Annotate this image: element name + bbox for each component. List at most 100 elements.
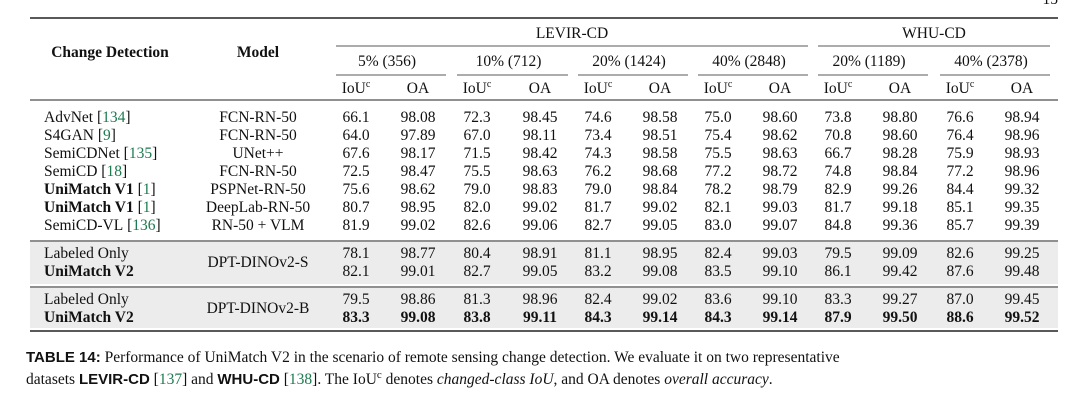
value-cell: 72.3 [463,109,490,126]
cite-bracket: ] [122,163,127,180]
value-cell: 76.4 [946,127,973,144]
caption-normal: ]. The IoU [312,371,377,388]
dataset-header: WHU-CD [902,25,966,42]
caption-cite: 138 [289,371,313,388]
cite-bracket: ] [125,109,130,126]
value-cell: 98.63 [763,145,798,162]
model-cell: FCN-RN-50 [219,127,297,144]
value-cell: 98.51 [643,127,678,144]
method-name: Labeled Only [44,245,129,262]
value-cell: 98.08 [401,109,436,126]
value-cell: 83.2 [584,263,611,280]
metric-base: OA [649,80,672,97]
metric-header: IoUc [342,79,371,97]
value-cell: 75.5 [463,163,490,180]
metric-base: OA [529,80,552,97]
caption-normal: Performance of UniMatch V2 in the scenar… [101,349,840,366]
value-cell: 98.77 [401,245,436,262]
value-cell: 99.10 [763,291,798,308]
value-cell: 98.72 [763,163,798,180]
value-cell: 99.03 [763,199,798,216]
value-cell: 82.1 [342,263,369,280]
metric-header: IoUc [946,79,975,97]
value-cell: 82.1 [704,199,731,216]
group-shade [30,242,1058,284]
value-cell: 81.7 [824,199,851,216]
caption-normal: ] and [182,371,217,388]
caption-bold: TABLE 14: [26,349,101,366]
method-cell: S4GAN [9] [44,127,116,144]
caption-bold: WHU-CD [217,371,280,388]
value-cell: 81.1 [584,245,611,262]
value-cell: 98.80 [883,109,918,126]
value-cell: 98.91 [523,245,558,262]
value-cell: 83.6 [704,291,731,308]
metric-sup: c [487,79,492,90]
value-cell: 98.68 [643,163,678,180]
value-cell: 98.84 [643,181,678,198]
header-cell: Change Detection [51,44,169,61]
value-cell: 99.03 [763,245,798,262]
value-cell: 80.4 [463,245,490,262]
value-cell: 82.7 [584,217,611,234]
metric-header: OA [769,80,792,97]
metric-header: OA [889,80,912,97]
value-cell: 83.3 [824,291,851,308]
value-cell: 75.5 [704,145,731,162]
value-cell: 74.6 [584,109,611,126]
method-name: UniMatch V2 [44,309,134,326]
caption-cite: 137 [159,371,183,388]
value-cell: 99.02 [401,217,436,234]
caption-normal: datasets [26,371,79,388]
value-cell: 99.42 [883,263,918,280]
value-cell: 99.35 [1005,199,1040,216]
metric-header: IoUc [463,79,492,97]
cite: 134 [102,109,126,126]
metric-header: IoUc [824,79,853,97]
cite: 136 [132,217,156,234]
value-cell: 99.18 [883,199,918,216]
value-cell: 98.17 [401,145,436,162]
value-cell: 98.63 [523,163,558,180]
value-cell: 84.8 [824,217,851,234]
caption-normal: denotes [382,371,437,388]
model-cell: UNet++ [232,145,283,162]
value-cell: 67.0 [463,127,490,144]
value-cell: 99.14 [643,309,678,326]
value-cell: 99.14 [763,309,798,326]
cite-bracket: [ [93,109,102,126]
value-cell: 99.02 [643,291,678,308]
value-cell: 87.9 [824,309,851,326]
value-cell: 82.0 [463,199,490,216]
value-cell: 99.27 [883,291,918,308]
caption-italic: changed-class IoU [437,371,555,388]
value-cell: 99.52 [1005,309,1040,326]
cite-bracket: [ [134,181,143,198]
value-cell: 99.08 [643,263,678,280]
value-cell: 75.9 [946,145,973,162]
value-cell: 99.02 [523,199,558,216]
method-cell: UniMatch V1 [1] [44,199,156,216]
value-cell: 79.5 [342,291,369,308]
metric-base: OA [407,80,430,97]
metric-header: IoUc [584,79,613,97]
value-cell: 99.36 [883,217,918,234]
value-cell: 67.6 [342,145,369,162]
value-cell: 98.79 [763,181,798,198]
value-cell: 98.93 [1005,145,1040,162]
value-cell: 98.11 [523,127,557,144]
cite-bracket: [ [97,163,106,180]
value-cell: 81.7 [584,199,611,216]
value-cell: 82.7 [463,263,490,280]
value-cell: 77.2 [946,163,973,180]
value-cell: 98.95 [643,245,678,262]
value-cell: 98.60 [883,127,918,144]
method-name: Labeled Only [44,291,129,308]
value-cell: 83.8 [463,309,490,326]
metric-header: OA [1011,80,1034,97]
method-name: AdvNet [44,109,94,126]
value-cell: 98.60 [763,109,798,126]
value-cell: 99.06 [523,217,558,234]
caption-italic: overall accuracy [664,371,769,388]
